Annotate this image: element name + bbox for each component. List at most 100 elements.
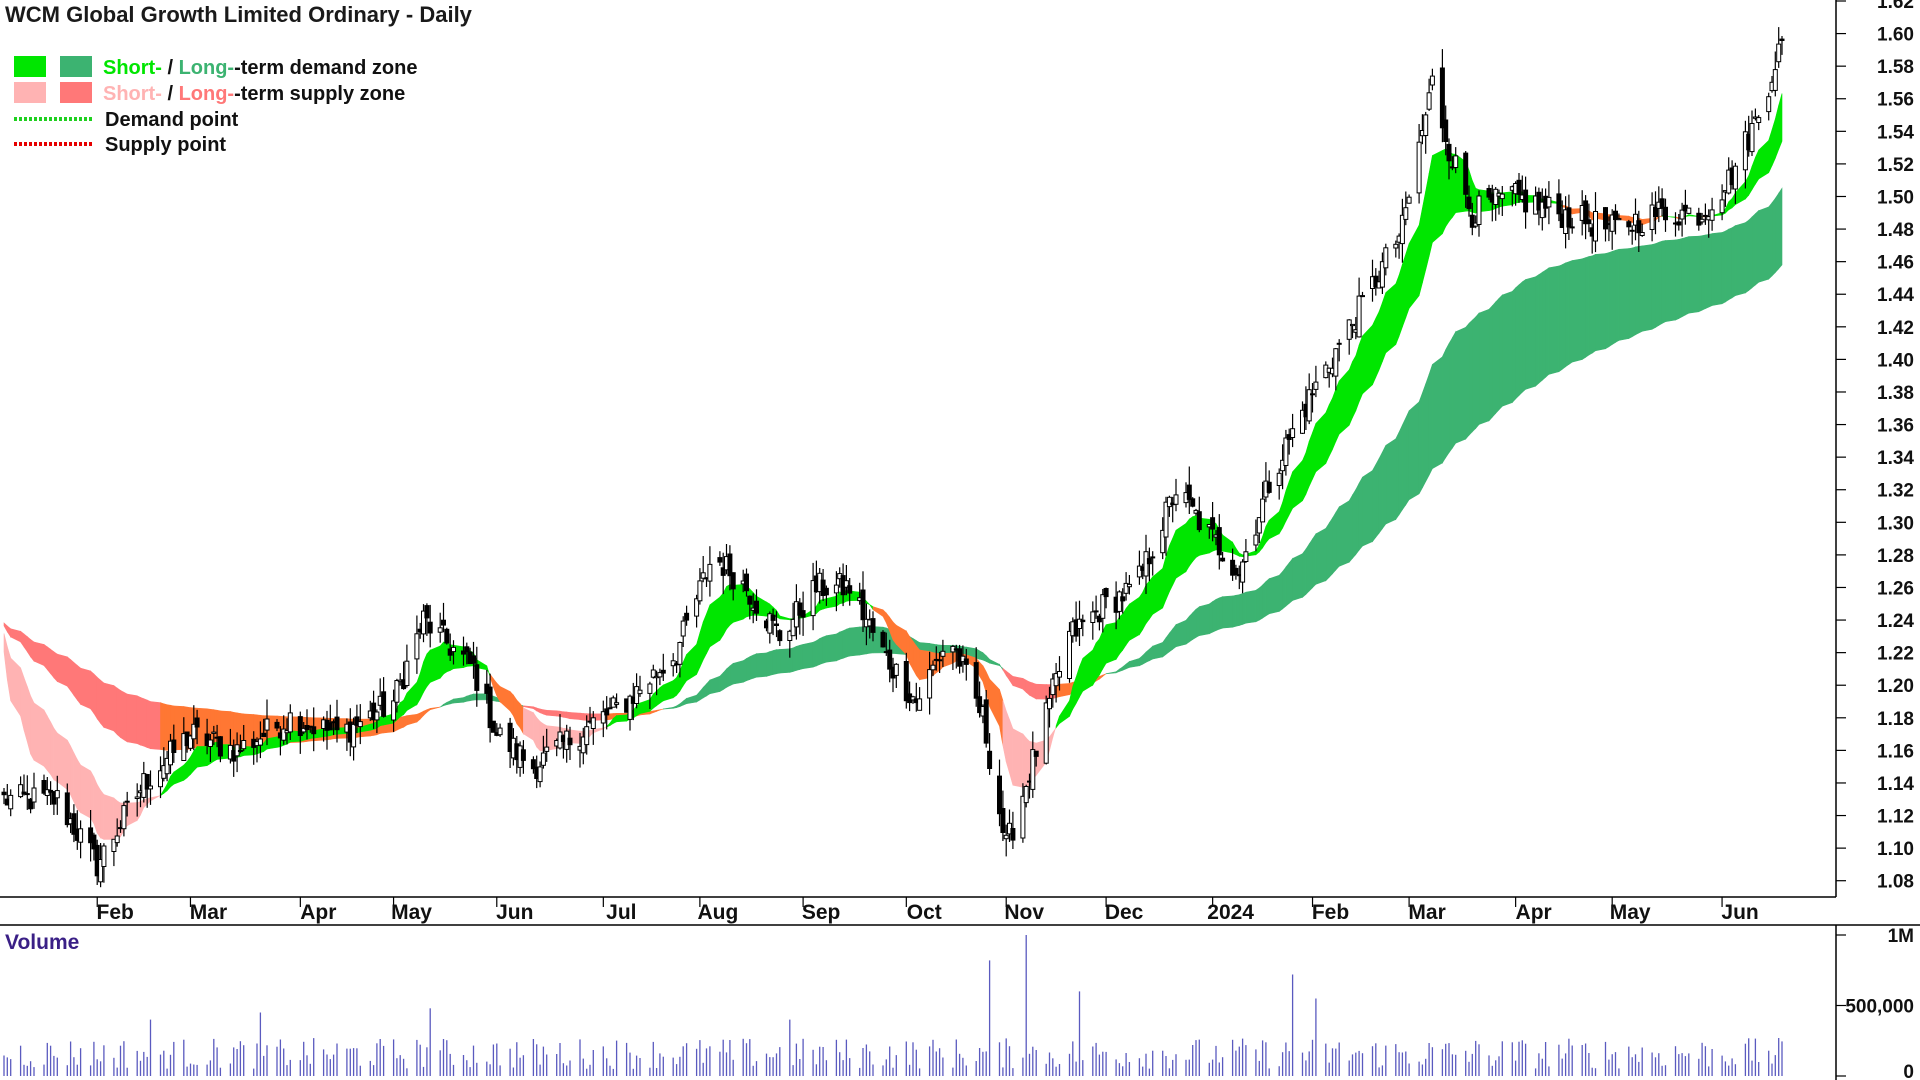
short-term-zone-band — [266, 736, 278, 750]
long-term-zone-band — [1348, 493, 1353, 564]
price-tick-label: 1.58 — [1877, 57, 1914, 78]
candle-body — [1136, 565, 1142, 578]
candle-body — [1383, 247, 1389, 269]
long-term-zone-band — [1545, 267, 1550, 378]
long-term-zone-band — [1588, 255, 1593, 356]
candle-body — [634, 686, 640, 704]
short-term-zone-band — [1052, 725, 1057, 738]
short-term-zone-band — [100, 789, 105, 840]
long-term-zone-band — [846, 627, 851, 658]
price-axis: 1.62 1.60 1.58 1.56 1.54 1.52 1.50 1.48 1.46 1.44… — [1835, 0, 1914, 897]
candle-body — [188, 735, 193, 749]
candle-body — [414, 633, 420, 660]
long-term-zone-band — [662, 706, 674, 710]
long-term-zone-band — [1425, 374, 1430, 482]
long-term-zone-band — [1378, 451, 1383, 535]
short-term-zone-band — [726, 583, 731, 631]
candle-body — [1686, 207, 1692, 214]
candle-body — [217, 736, 223, 757]
long-term-zone-band — [1522, 279, 1526, 393]
candle-body — [684, 612, 690, 621]
short-term-zone-band — [1355, 344, 1360, 411]
short-term-zone-band — [7, 646, 11, 701]
short-term-zone-band — [1751, 157, 1756, 191]
long-term-zone-band — [1651, 243, 1656, 330]
short-term-zone-band — [1079, 658, 1084, 699]
candle-body — [700, 572, 706, 579]
short-term-zone-band — [1122, 607, 1127, 652]
short-term-zone-band — [419, 661, 424, 700]
long-term-zone-band — [1328, 516, 1333, 578]
candle-body — [903, 661, 909, 702]
long-term-zone-band — [816, 637, 821, 667]
long-term-zone-band — [729, 662, 734, 687]
long-term-zone-band — [1751, 212, 1756, 289]
candle-body — [1516, 179, 1522, 195]
short-term-zone-band — [399, 699, 404, 718]
long-term-zone-band — [146, 699, 151, 750]
price-tick-label: 1.56 — [1877, 90, 1914, 111]
candle-body — [607, 707, 613, 710]
candle-body — [1742, 131, 1748, 171]
short-term-zone-band — [1105, 622, 1117, 664]
long-term-zone-band — [1382, 445, 1387, 530]
long-term-zone-band — [1665, 239, 1676, 323]
short-term-zone-band — [909, 635, 914, 671]
candle-body — [940, 650, 946, 657]
short-term-zone-band — [1152, 567, 1163, 615]
long-term-zone-band — [1012, 676, 1024, 690]
candle-body — [647, 683, 653, 694]
short-term-zone-band — [183, 760, 188, 781]
short-term-zone-band — [1755, 149, 1759, 186]
long-term-zone-band — [659, 708, 664, 711]
long-term-zone-band — [1775, 192, 1779, 274]
candle-body — [1399, 214, 1405, 245]
candle-body — [1649, 204, 1655, 230]
time-tick-label: Dec — [1105, 901, 1144, 924]
candle-body — [1220, 557, 1226, 562]
long-term-zone-band — [543, 709, 548, 716]
price-tick-label: 1.10 — [1877, 839, 1914, 860]
long-term-zone-band — [1395, 431, 1400, 521]
long-term-zone-band — [1542, 269, 1546, 381]
short-term-zone-band — [1358, 335, 1363, 403]
long-term-zone-band — [1618, 248, 1630, 341]
short-term-zone-band — [513, 694, 518, 724]
candle-body — [357, 721, 363, 728]
long-term-zone-band — [842, 628, 847, 659]
short-term-zone-band — [1162, 556, 1167, 609]
long-term-zone-band — [96, 676, 101, 725]
candle-body — [1443, 119, 1449, 142]
short-term-zone-band — [1352, 354, 1357, 418]
long-term-zone-band — [742, 657, 747, 683]
long-term-zone-band — [1771, 197, 1776, 277]
short-term-zone-band — [1185, 518, 1190, 573]
candle-body — [537, 766, 543, 783]
long-term-zone-band — [1002, 667, 1007, 677]
short-term-zone-band — [30, 695, 35, 761]
candle-body — [1679, 209, 1685, 220]
candle-body — [1000, 808, 1006, 833]
short-term-zone-band — [423, 653, 428, 694]
candle-body — [144, 774, 150, 790]
long-term-zone-band — [1405, 410, 1410, 506]
short-term-zone-band — [999, 689, 1004, 746]
short-term-zone-band — [1432, 150, 1443, 244]
long-term-zone-band — [1192, 608, 1197, 641]
legend-demand-zone: Short- / Long--term demand zone — [103, 57, 417, 79]
short-term-zone-band — [170, 771, 175, 788]
long-term-zone-band — [426, 707, 431, 713]
long-term-zone-band — [1518, 281, 1523, 397]
time-tick-label: Feb — [1312, 901, 1349, 924]
long-term-zone-band — [1259, 584, 1263, 621]
candle-body — [111, 838, 117, 852]
long-term-zone-band — [1305, 542, 1310, 596]
long-term-zone-band — [1581, 257, 1586, 361]
price-tick-label: 1.60 — [1877, 25, 1914, 46]
long-term-zone-band — [469, 693, 474, 702]
long-term-zone-band — [1678, 238, 1683, 320]
long-term-zone-band — [1512, 287, 1516, 404]
candle-body — [1709, 209, 1715, 221]
candle-body — [24, 793, 30, 796]
short-term-zone-band — [1332, 388, 1337, 450]
